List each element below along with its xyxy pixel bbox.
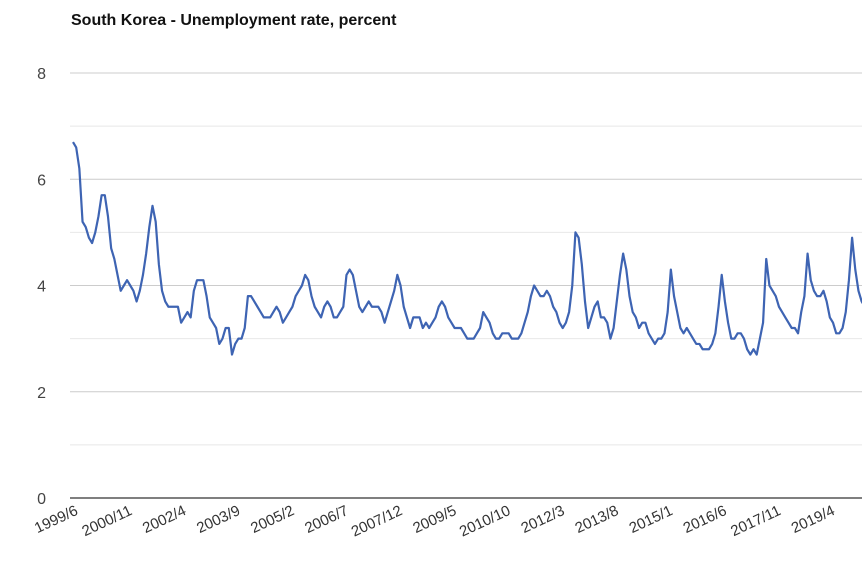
y-tick-label: 8: [37, 66, 46, 83]
x-tick-label: 2005/2: [248, 502, 297, 537]
x-tick-label: 2017/11: [728, 502, 783, 540]
chart-title: South Korea - Unemployment rate, percent: [71, 12, 397, 29]
x-tick-label: 2013/8: [573, 502, 622, 537]
x-tick-label: 2007/12: [349, 502, 405, 540]
y-tick-label: 2: [37, 385, 46, 402]
x-tick-label: 2019/4: [789, 502, 838, 537]
x-tick-label: 2009/5: [410, 502, 459, 537]
gridlines: [70, 72, 862, 446]
x-tick-label: 2010/10: [457, 502, 513, 540]
x-tick-label: 2000/11: [79, 502, 134, 540]
x-tick-label: 2015/1: [627, 502, 676, 537]
y-tick-label: 0: [37, 491, 46, 508]
y-tick-label: 4: [37, 279, 46, 296]
series-line: [72, 141, 862, 356]
y-tick-label: 6: [37, 172, 46, 189]
x-tick-label: 2012/3: [518, 502, 567, 537]
y-axis-tick-labels: 0 2 4 6 8: [37, 66, 46, 508]
x-tick-label: 2016/6: [681, 502, 730, 537]
x-tick-label: 2006/7: [302, 502, 351, 537]
series-group: [72, 141, 862, 356]
x-tick-label: 2003/9: [194, 502, 243, 537]
x-tick-label: 2002/4: [140, 502, 189, 537]
